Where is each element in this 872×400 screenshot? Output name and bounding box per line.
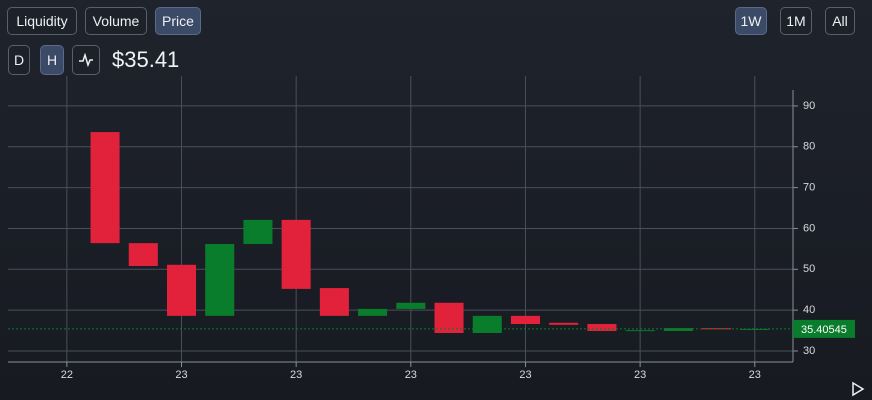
x-tick-label: 23 bbox=[749, 369, 761, 381]
line-mode-button[interactable] bbox=[72, 45, 100, 75]
last-price-box bbox=[793, 319, 855, 338]
candle-body bbox=[472, 315, 502, 334]
candle-body bbox=[90, 132, 120, 244]
candle-body bbox=[243, 219, 273, 244]
candle-body bbox=[205, 243, 235, 316]
y-tick-label: 50 bbox=[803, 263, 815, 275]
candle-body bbox=[549, 322, 579, 325]
x-tick-label: 22 bbox=[61, 369, 73, 381]
metric-button[interactable]: Volume bbox=[85, 7, 147, 35]
y-tick-label: 90 bbox=[803, 100, 815, 112]
price: $35.41 bbox=[112, 47, 180, 72]
candle-body bbox=[319, 288, 349, 316]
candle-body bbox=[625, 330, 655, 332]
candle-body bbox=[740, 328, 770, 330]
x-tick-label: 23 bbox=[175, 369, 187, 381]
candle-body bbox=[510, 315, 540, 325]
range-button[interactable]: All bbox=[825, 7, 855, 35]
interval-button[interactable]: D bbox=[8, 45, 30, 75]
candle-body bbox=[166, 264, 197, 316]
last-price-label: 35.40545 bbox=[801, 324, 847, 336]
interval-button[interactable]: H bbox=[40, 45, 64, 75]
candle-body bbox=[663, 328, 693, 331]
metric-button[interactable]: Liquidity bbox=[7, 7, 77, 35]
metric-button[interactable]: Price bbox=[155, 7, 201, 35]
x-tick-label: 23 bbox=[290, 369, 302, 381]
range-button[interactable]: 1M bbox=[780, 7, 812, 35]
y-tick-label: 30 bbox=[803, 345, 815, 357]
y-tick-label: 70 bbox=[803, 182, 815, 194]
candle-body bbox=[396, 302, 426, 309]
x-tick-label: 23 bbox=[405, 369, 417, 381]
x-tick-label: 23 bbox=[634, 369, 646, 381]
range-button[interactable]: 1W bbox=[735, 7, 767, 35]
play-icon[interactable] bbox=[851, 381, 865, 397]
candle-body bbox=[358, 308, 388, 316]
line-icon bbox=[79, 53, 93, 67]
candle-body bbox=[281, 219, 311, 289]
y-tick-label: 80 bbox=[803, 141, 815, 153]
candle-body bbox=[128, 243, 158, 267]
candle-body bbox=[434, 302, 464, 334]
y-tick-label: 60 bbox=[803, 222, 815, 234]
y-tick-label: 40 bbox=[803, 304, 815, 316]
x-tick-label: 23 bbox=[519, 369, 531, 381]
candle-body bbox=[587, 324, 617, 331]
